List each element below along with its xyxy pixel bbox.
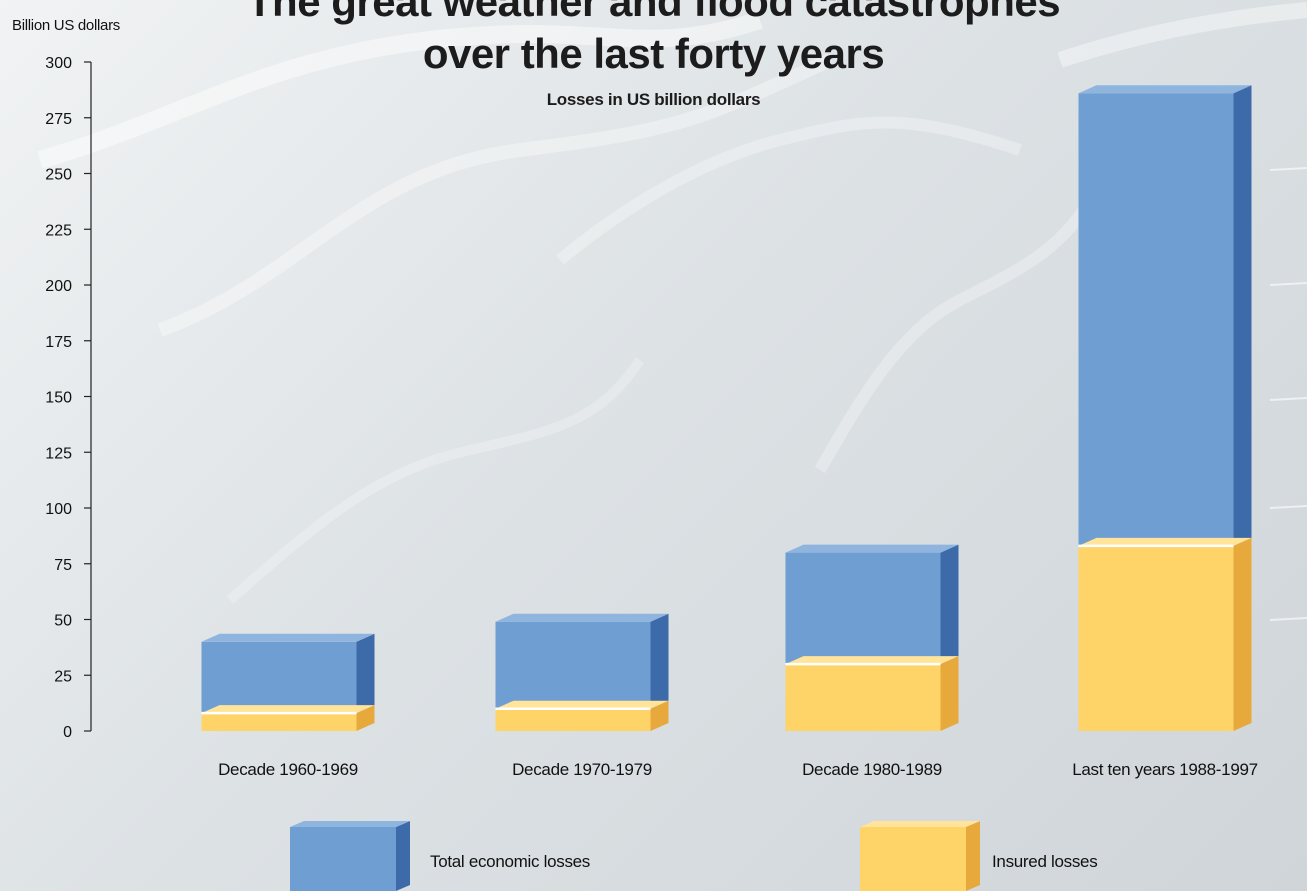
bar-total-1: [201, 633, 375, 714]
legend-swatches: [290, 821, 980, 891]
legend-label-total: Total economic losses: [430, 852, 590, 871]
bar-insured-4-front: [1078, 545, 1234, 731]
bar-total-2-side: [650, 613, 669, 709]
y-tick-label: 50: [54, 613, 72, 630]
bar-insured-1-side: [356, 705, 375, 731]
bar-total-2-front: [495, 621, 651, 709]
bar-insured-4-top: [1078, 537, 1252, 546]
bar-insured-1-front: [201, 713, 357, 731]
bar-insured-2: [495, 700, 669, 731]
bar-total-4-top: [1078, 85, 1252, 94]
chart-subtitle: Losses in US billion dollars: [546, 90, 761, 109]
chart-title-line2: over the last forty years: [422, 30, 885, 77]
x-tick-label: Decade 1970-1979: [512, 760, 652, 779]
x-tick-label: Decade 1960-1969: [218, 760, 358, 779]
bar-total-3-side: [940, 544, 959, 665]
y-tick-label: 100: [45, 501, 72, 518]
y-tick-label: 150: [45, 390, 72, 407]
y-tick-label: 200: [45, 278, 72, 295]
y-axis: 0 25 50 75 100 125 150 175 200 225 250 275 300: [45, 55, 92, 741]
bar-insured-4-side: [1233, 537, 1252, 731]
bar-total-4-front: [1078, 93, 1234, 546]
legend-label-insured: Insured losses: [992, 852, 1098, 871]
bar-insured-2-top: [495, 700, 669, 709]
x-tick-label: Decade 1980-1989: [802, 760, 942, 779]
chart-title-line1: The great weather and flood catastrophes: [246, 0, 1061, 25]
bar-total-2: [495, 613, 669, 709]
y-tick-label: 275: [45, 111, 72, 128]
background-streaks: [37, 2, 1307, 621]
bar-insured-3-top: [785, 656, 959, 665]
y-axis-label: Billion US dollars: [12, 17, 120, 34]
bar-insured-4: [1078, 537, 1252, 731]
category-labels: Decade 1960-1969 Decade 1970-1979 Decade 1…: [218, 760, 1258, 779]
bar-total-1-side: [356, 633, 375, 714]
bar-total-1-top: [201, 633, 375, 642]
bar-insured-2-front: [495, 708, 651, 731]
bar-insured-1-top: [201, 705, 375, 714]
y-tick-label: 75: [54, 557, 72, 574]
y-tick-label: 225: [45, 222, 72, 239]
bar-total-3-front: [785, 552, 941, 665]
bar-insured-3-side: [940, 656, 959, 731]
bar-total-4: [1078, 85, 1252, 546]
legend-swatch-total: [290, 821, 410, 891]
bar-total-3: [785, 544, 959, 665]
legend-swatch-insured: [860, 821, 980, 891]
bars: [201, 85, 1252, 731]
y-tick-label: 0: [63, 724, 72, 741]
y-tick-label: 250: [45, 167, 72, 184]
y-tick-label: 175: [45, 334, 72, 351]
bar-total-1-front: [201, 641, 357, 714]
bar-total-2-top: [495, 613, 669, 622]
bar-insured-1: [201, 705, 375, 731]
y-tick-label: 300: [45, 55, 72, 72]
bar-total-3-top: [785, 544, 959, 553]
bar-insured-2-side: [650, 700, 669, 731]
bar-insured-3-front: [785, 664, 941, 731]
y-tick-label: 25: [54, 668, 72, 685]
x-tick-label: Last ten years 1988-1997: [1072, 760, 1258, 779]
bar-total-4-side: [1233, 85, 1252, 546]
bar-insured-3: [785, 656, 959, 731]
y-tick-label: 125: [45, 445, 72, 462]
